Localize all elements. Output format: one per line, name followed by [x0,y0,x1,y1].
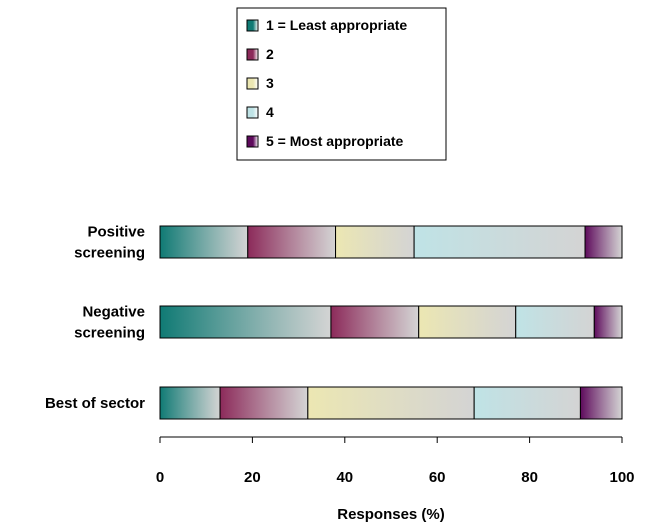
x-axis-label: Responses (%) [337,506,445,523]
bar-negative-screening-series-5 [593,305,623,339]
x-tick-label: 20 [244,469,261,486]
bar-best-of-sector-series-2 [219,386,309,420]
category-label-best-of-sector: Best of sector [45,395,145,412]
bar-negative-screening-series-4 [515,305,595,339]
legend-swatch-1 [246,19,259,32]
bars [159,225,623,420]
category-label-negative-screening: Negative screening [74,304,145,342]
bar-best-of-sector-series-3 [307,386,475,420]
bar-negative-screening-series-1 [159,305,332,339]
bar-positive-screening-series-1 [159,225,249,259]
bar-best-of-sector-series-4 [473,386,581,420]
x-tick-label: 80 [521,469,538,486]
legend-swatch-5 [246,135,259,148]
bar-best-of-sector-series-1 [159,386,221,420]
legend-label-5: 5 = Most appropriate [266,133,404,149]
legend-label-1: 1 = Least appropriate [266,17,407,33]
legend-label-4: 4 [266,104,274,120]
legend-swatch-2 [246,48,259,61]
x-axis-ticks: 0 20 40 60 80 100 [156,437,635,486]
legend-label-2: 2 [266,46,274,62]
bar-positive-screening-series-2 [247,225,337,259]
bar-best-of-sector-series-5 [579,386,623,420]
legend-label-3: 3 [266,75,274,91]
x-tick-label: 60 [429,469,446,486]
legend: 1 = Least appropriate 2 3 4 5 = Most appropr… [236,7,447,161]
legend-swatch-3 [246,77,259,90]
x-tick-label: 100 [609,469,634,486]
bar-positive-screening-series-5 [584,225,623,259]
bar-negative-screening-series-2 [330,305,420,339]
category-labels: Positive screening Negative screening Best o… [45,224,145,413]
bar-positive-screening-series-3 [335,225,415,259]
legend-frame [236,7,447,161]
category-label-positive-screening: Positive screening [74,224,145,262]
bar-positive-screening-series-4 [413,225,586,259]
x-tick-label: 40 [336,469,353,486]
x-tick-label: 0 [156,469,164,486]
bar-negative-screening-series-3 [418,305,517,339]
legend-swatch-4 [246,106,259,119]
